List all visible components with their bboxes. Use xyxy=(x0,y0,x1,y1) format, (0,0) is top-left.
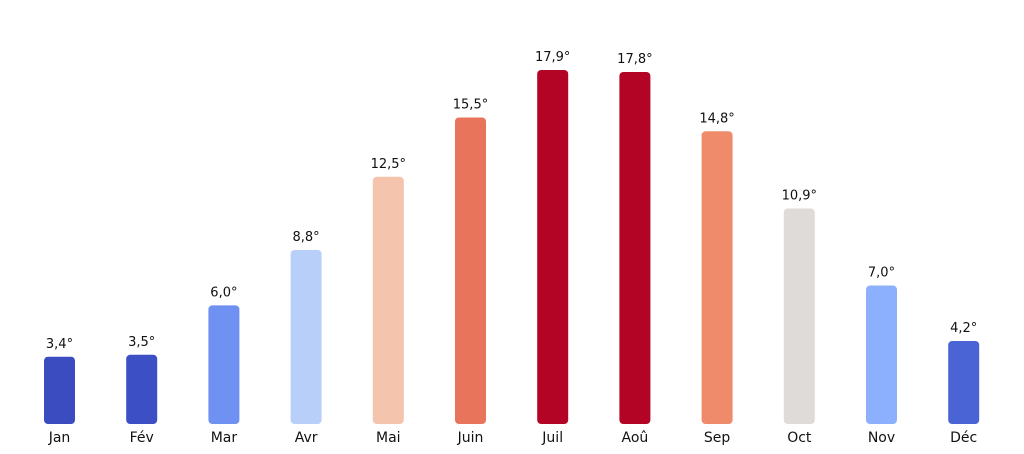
bar-value-label-5: 12,5° xyxy=(371,157,406,172)
x-tick-label-6: Juin xyxy=(457,430,484,446)
bar-9 xyxy=(701,131,733,424)
bar-value-label-11: 7,0° xyxy=(868,266,895,281)
x-tick-label-11: Nov xyxy=(868,430,895,446)
x-tick-label-9: Sep xyxy=(704,430,731,446)
x-tick-label-7: Juil xyxy=(541,430,563,446)
x-tick-label-10: Oct xyxy=(787,430,812,446)
bar-8 xyxy=(619,71,651,424)
bar-4 xyxy=(290,249,322,424)
bar-value-label-9: 14,8° xyxy=(699,111,734,126)
bar-value-label-1: 3,4° xyxy=(46,337,73,352)
x-tick-label-1: Jan xyxy=(48,430,71,446)
bar-value-label-10: 10,9° xyxy=(782,188,817,203)
x-tick-label-12: Déc xyxy=(950,430,977,446)
x-tick-label-5: Mai xyxy=(376,430,401,446)
bar-value-label-8: 17,8° xyxy=(617,52,652,67)
x-tick-label-3: Mar xyxy=(211,430,238,446)
bar-value-label-4: 8,8° xyxy=(293,230,320,245)
bar-3 xyxy=(208,305,240,424)
bar-value-label-12: 4,2° xyxy=(950,321,977,336)
bar-value-label-7: 17,9° xyxy=(535,50,570,65)
bar-10 xyxy=(783,208,815,424)
bar-12 xyxy=(948,340,980,424)
bar-5 xyxy=(372,176,404,424)
x-tick-label-8: Aoû xyxy=(622,430,649,446)
bar-value-label-2: 3,5° xyxy=(128,335,155,350)
x-tick-label-2: Fév xyxy=(130,430,154,446)
x-tick-labels-layer: Jan Fév Mar Avr Mai Juin Juil Aoû Sep Oct Nov Déc xyxy=(48,430,978,446)
bar-1 xyxy=(44,356,75,424)
bar-2 xyxy=(126,354,158,424)
bar-6 xyxy=(455,117,486,425)
x-tick-label-4: Avr xyxy=(295,430,318,446)
bar-11 xyxy=(866,285,897,424)
bars-layer xyxy=(44,70,980,425)
bar-value-label-6: 15,5° xyxy=(453,97,488,112)
bar-7 xyxy=(537,70,569,424)
bar-value-label-3: 6,0° xyxy=(210,285,237,300)
value-labels-layer: 3,4° 3,5° 6,0° 8,8° 12,5° 15,5° 17,9° 17,8° 14,8… xyxy=(46,50,977,352)
